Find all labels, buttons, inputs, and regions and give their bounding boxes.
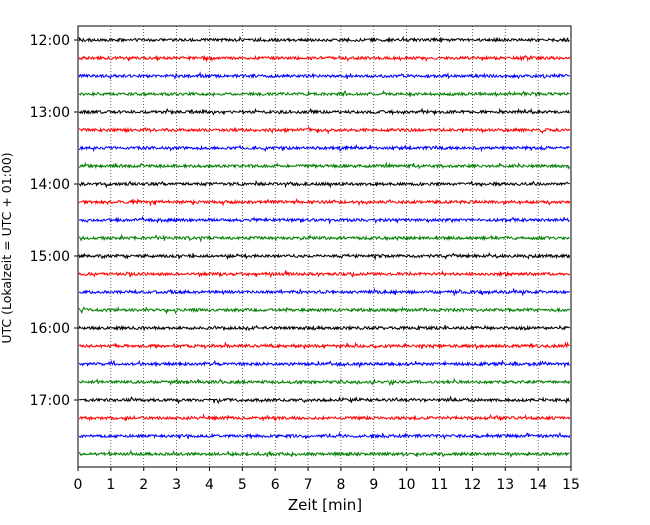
trace-1200 (78, 35, 570, 44)
x-tick-label: 1 (106, 477, 115, 493)
trace-1445 (78, 233, 570, 243)
x-tick-label: 8 (336, 477, 345, 493)
x-tick-label: 0 (74, 477, 83, 493)
trace-1415 (78, 197, 571, 207)
y-tick-label: 13:00 (30, 105, 70, 121)
trace-1345 (78, 161, 571, 170)
y-axis-label: UTC (Lokalzeit = UTC + 01:00) (0, 152, 14, 343)
x-tick-label: 7 (304, 477, 313, 493)
x-tick-label: 9 (369, 477, 378, 493)
x-tick-label: 10 (398, 477, 416, 493)
x-tick-label: 3 (172, 477, 181, 493)
trace-1545 (78, 306, 571, 315)
x-tick-label: 6 (271, 477, 280, 493)
trace-1700 (78, 395, 570, 405)
x-tick-label: 15 (562, 477, 580, 493)
y-tick-label: 15:00 (30, 249, 70, 265)
trace-1400 (78, 179, 570, 189)
y-tick-label: 16:00 (30, 321, 70, 337)
trace-1300 (78, 107, 571, 116)
y-axis-ticks: 12:00 13:00 14:00 15:00 16:00 17:00 (30, 33, 78, 409)
trace-1215 (78, 54, 571, 63)
trace-1745 (78, 449, 570, 459)
x-tick-label: 13 (496, 477, 514, 493)
trace-1715 (78, 413, 571, 422)
x-axis-ticks: 0 1 2 3 4 5 6 7 8 9 10 11 12 13 14 15 (74, 467, 580, 493)
trace-1730 (78, 431, 571, 440)
x-tick-label: 12 (463, 477, 481, 493)
y-tick-label: 17:00 (30, 393, 70, 409)
trace-1430 (78, 215, 570, 225)
y-tick-label: 12:00 (30, 33, 70, 49)
trace-1630 (78, 359, 570, 369)
x-tick-label: 11 (431, 477, 449, 493)
trace-1330 (78, 143, 570, 153)
x-tick-label: 2 (139, 477, 148, 493)
trace-1315 (78, 125, 571, 135)
plot-frame (77, 25, 572, 468)
trace-rows (78, 35, 571, 459)
y-tick-label: 14:00 (30, 177, 70, 193)
x-tick-label: 5 (238, 477, 247, 493)
x-tick-label: 14 (529, 477, 547, 493)
trace-1600 (78, 324, 571, 332)
x-tick-label: 4 (205, 477, 214, 493)
trace-1515 (78, 269, 571, 279)
trace-1500 (78, 251, 571, 261)
trace-1645 (78, 377, 571, 387)
trace-1530 (78, 287, 571, 297)
trace-1230 (78, 71, 570, 80)
trace-1615 (78, 341, 570, 351)
trace-1245 (78, 89, 570, 98)
x-axis-label: Zeit [min] (288, 496, 362, 514)
